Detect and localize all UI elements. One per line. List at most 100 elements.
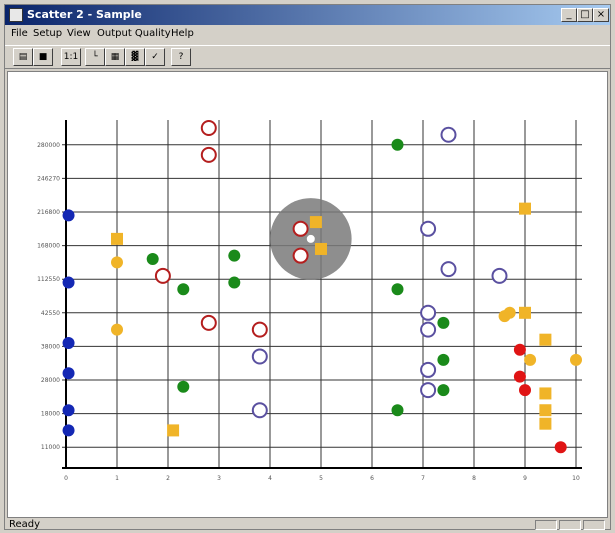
y-tick-label: 280000 bbox=[37, 142, 60, 149]
data-point-circle bbox=[437, 384, 450, 397]
data-point-ring bbox=[420, 220, 437, 237]
menu-file[interactable]: File bbox=[11, 28, 28, 39]
status-text: Ready bbox=[9, 519, 41, 530]
data-point-square bbox=[539, 404, 552, 417]
data-point-circle bbox=[391, 404, 404, 417]
y-tick-label: 42550 bbox=[41, 310, 60, 317]
data-point-circle bbox=[519, 384, 531, 397]
data-point-ring bbox=[154, 267, 171, 284]
data-point-square bbox=[167, 424, 180, 437]
app-icon bbox=[9, 8, 23, 22]
data-point-ring bbox=[420, 361, 437, 378]
x-tick-label: 1 bbox=[115, 475, 119, 482]
x-tick-label: 3 bbox=[217, 475, 221, 482]
data-point-square bbox=[539, 417, 552, 430]
x-tick-label: 10 bbox=[572, 475, 580, 482]
data-point-circle bbox=[62, 404, 75, 417]
data-point-square bbox=[539, 333, 552, 346]
data-point-circle bbox=[228, 249, 241, 262]
x-tick-label: 4 bbox=[268, 475, 272, 482]
data-point-circle bbox=[437, 316, 450, 329]
chart-check-icon[interactable]: ✓ bbox=[145, 48, 165, 66]
data-point-square bbox=[539, 387, 552, 400]
y-tick-label: 216800 bbox=[37, 209, 60, 216]
data-point-square bbox=[111, 232, 123, 245]
data-point-circle bbox=[111, 256, 123, 269]
data-point-circle bbox=[62, 209, 75, 222]
menu-view[interactable]: View bbox=[67, 28, 91, 39]
y-tick-label: 11000 bbox=[41, 444, 60, 451]
data-point-ring bbox=[251, 402, 268, 419]
data-point-circle bbox=[146, 253, 159, 266]
chart-area: 0 1 2 3 4 5 6 7 8 9 10 11000 18000 28000 38000 42550 112… bbox=[7, 71, 608, 518]
data-point-circle bbox=[513, 370, 526, 383]
data-point-square bbox=[309, 216, 322, 229]
y-tick-label: 246270 bbox=[37, 175, 60, 182]
data-point-circle bbox=[391, 283, 404, 296]
data-point-ring bbox=[292, 220, 309, 237]
open-folder-icon[interactable]: ▤ bbox=[13, 48, 33, 66]
data-point-circle bbox=[177, 283, 190, 296]
data-point-circle bbox=[177, 380, 190, 393]
save-disk-icon[interactable]: ■ bbox=[33, 48, 53, 66]
window-title: Scatter 2 - Sample bbox=[27, 8, 142, 21]
data-point-circle bbox=[503, 306, 516, 319]
x-tick-label: 7 bbox=[421, 475, 425, 482]
data-point-ring bbox=[251, 348, 268, 365]
highlight-center bbox=[306, 234, 315, 243]
minimize-button[interactable]: _ bbox=[561, 8, 577, 22]
data-point-circle bbox=[62, 424, 75, 437]
menu-output-quality[interactable]: Output Quality bbox=[97, 28, 171, 39]
x-tick-label: 6 bbox=[370, 475, 374, 482]
data-point-circle bbox=[513, 343, 526, 356]
data-point-circle bbox=[570, 353, 582, 366]
x-tick-label: 5 bbox=[319, 475, 323, 482]
title-bar[interactable]: Scatter 2 - Sample _ □ × bbox=[5, 5, 610, 25]
data-point-ring bbox=[292, 247, 309, 264]
data-point-ring bbox=[440, 261, 457, 278]
scatter-chart: 0 1 2 3 4 5 6 7 8 9 10 11000 18000 28000 38000 42550 112… bbox=[37, 120, 582, 482]
data-point-circle bbox=[228, 276, 241, 289]
data-point-square bbox=[519, 202, 531, 215]
data-point-circle bbox=[524, 353, 537, 366]
app-window: Scatter 2 - Sample _ □ × File Setup View… bbox=[4, 4, 611, 530]
status-pane bbox=[535, 520, 557, 530]
menu-setup[interactable]: Setup bbox=[33, 28, 63, 39]
zoom-icon[interactable]: 1:1 bbox=[61, 48, 81, 66]
data-point-ring bbox=[420, 382, 437, 399]
data-point-circle bbox=[437, 353, 450, 366]
data-point-ring bbox=[200, 146, 217, 163]
data-point-ring bbox=[200, 120, 217, 136]
data-point-circle bbox=[62, 337, 75, 350]
x-tick-label: 9 bbox=[523, 475, 527, 482]
close-button[interactable]: × bbox=[593, 8, 609, 22]
data-point-circle bbox=[554, 441, 567, 454]
data-point-square bbox=[519, 306, 531, 319]
menu-help[interactable]: Help bbox=[171, 28, 194, 39]
y-tick-label: 112550 bbox=[37, 276, 60, 283]
data-point-ring bbox=[440, 126, 457, 143]
help-icon[interactable]: ? bbox=[171, 48, 191, 66]
y-tick-label: 28000 bbox=[41, 377, 60, 384]
grid-icon[interactable]: ▦ bbox=[105, 48, 125, 66]
data-point-circle bbox=[111, 323, 123, 336]
x-tick-label: 8 bbox=[472, 475, 476, 482]
line-chart-icon[interactable]: └ bbox=[85, 48, 105, 66]
x-tick-label: 0 bbox=[64, 475, 68, 482]
data-point-ring bbox=[420, 304, 437, 321]
status-bar: Ready bbox=[5, 519, 610, 531]
maximize-button[interactable]: □ bbox=[577, 8, 593, 22]
bar-icon[interactable]: ▓ bbox=[125, 48, 145, 66]
menu-bar: File Setup View Output Quality Help bbox=[5, 26, 610, 42]
x-tick-label: 2 bbox=[166, 475, 170, 482]
data-point-ring bbox=[200, 314, 217, 331]
data-point-ring bbox=[420, 321, 437, 338]
data-point-square bbox=[315, 242, 327, 255]
y-tick-label: 38000 bbox=[41, 343, 60, 350]
y-tick-label: 18000 bbox=[41, 411, 60, 418]
data-point-circle bbox=[62, 367, 75, 380]
data-point-ring bbox=[491, 267, 508, 284]
status-pane bbox=[559, 520, 581, 530]
data-point-ring bbox=[251, 321, 268, 338]
data-point-circle bbox=[62, 276, 75, 289]
